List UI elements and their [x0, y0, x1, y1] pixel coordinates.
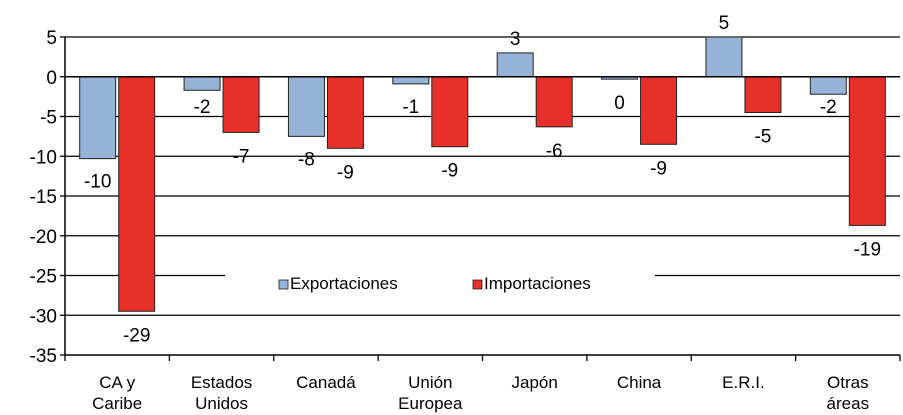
bar-exportaciones-7	[809, 76, 847, 95]
x-category-label: Europea	[398, 394, 463, 413]
y-tick-label: -5	[40, 108, 57, 129]
y-tick-label: 0	[46, 68, 57, 89]
data-label: -9	[441, 161, 458, 182]
data-label: -7	[233, 146, 250, 167]
y-tick-label: -25	[30, 267, 57, 288]
data-label: 5	[719, 13, 730, 34]
x-category-label: Unidos	[195, 394, 248, 413]
bar-exportaciones-2	[287, 76, 325, 137]
x-category-label: Japón	[512, 373, 558, 392]
y-tick-label: -20	[30, 227, 57, 248]
bar-importaciones-0	[118, 76, 156, 312]
bar-importaciones-5	[640, 76, 678, 145]
data-label: -9	[337, 162, 354, 183]
bar-importaciones-6	[744, 76, 782, 114]
bar-importaciones-1	[222, 76, 260, 133]
bar-exportaciones-0	[79, 76, 117, 160]
data-label: -10	[84, 172, 111, 193]
y-tick-label: -30	[30, 306, 57, 327]
x-category-label: China	[617, 373, 662, 392]
x-category-label: Unión	[408, 373, 452, 392]
x-category-label: Canadá	[296, 373, 356, 392]
data-label: -2	[820, 97, 837, 118]
y-tick-label: -35	[30, 346, 57, 367]
data-label: -8	[298, 149, 315, 170]
x-category-label: Caribe	[92, 394, 142, 413]
y-tick-label: -15	[30, 187, 57, 208]
bar-exportaciones-6	[705, 36, 743, 78]
data-label: -19	[854, 239, 881, 260]
legend-label-importaciones: Importaciones	[484, 274, 591, 293]
x-category-label: áreas	[827, 394, 870, 413]
x-category-label: Otras	[827, 373, 869, 392]
bar-importaciones-7	[848, 76, 886, 226]
legend-swatch-importaciones	[472, 279, 483, 290]
y-tick-label: -10	[30, 147, 57, 168]
data-label: -1	[402, 97, 419, 118]
data-label: -5	[754, 127, 771, 148]
bar-importaciones-4	[535, 76, 573, 128]
legend-swatch-exportaciones	[278, 279, 289, 290]
bar-importaciones-2	[326, 76, 364, 149]
data-label: -6	[546, 141, 563, 162]
data-label: 0	[614, 93, 625, 114]
bar-importaciones-3	[431, 76, 469, 148]
x-category-label: E.R.I.	[722, 373, 765, 392]
x-category-label: CA y	[99, 373, 135, 392]
bar-exportaciones-3	[392, 76, 430, 85]
data-label: -9	[650, 158, 667, 179]
y-tick-label: 5	[46, 28, 57, 49]
data-label: 3	[510, 29, 521, 50]
bar-exportaciones-4	[496, 52, 534, 78]
data-label: -2	[194, 97, 211, 118]
bar-exportaciones-1	[183, 76, 221, 91]
x-category-label: Estados	[191, 373, 252, 392]
legend-label-exportaciones: Exportaciones	[290, 274, 398, 293]
data-label: -29	[123, 325, 150, 346]
